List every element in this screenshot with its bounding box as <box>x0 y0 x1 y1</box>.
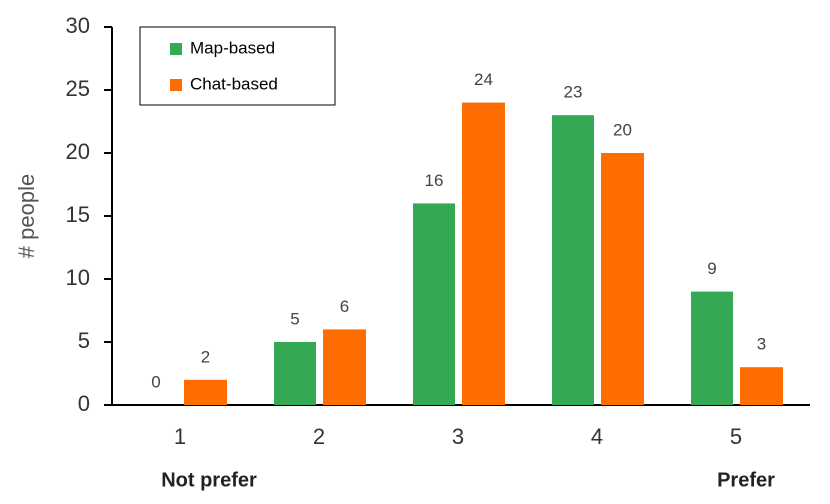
y-tick-label: 5 <box>78 328 90 353</box>
y-tick-label: 10 <box>66 265 90 290</box>
value-label: 16 <box>425 171 444 190</box>
bar <box>601 153 644 405</box>
value-label: 23 <box>564 83 583 102</box>
x-tick-label: 4 <box>591 424 603 449</box>
annotation: Not prefer <box>161 469 257 491</box>
legend-swatch <box>170 79 182 91</box>
value-label: 6 <box>340 297 349 316</box>
value-label: 9 <box>707 259 716 278</box>
y-tick-label: 30 <box>66 13 90 38</box>
bar <box>740 367 783 405</box>
value-label: 20 <box>613 120 632 139</box>
value-label: 3 <box>757 335 766 354</box>
x-tick-label: 5 <box>730 424 742 449</box>
bar <box>691 291 733 405</box>
x-tick-label: 1 <box>174 424 186 449</box>
x-tick-label: 3 <box>452 424 464 449</box>
value-label: 5 <box>290 309 299 328</box>
y-tick-label: 20 <box>66 139 90 164</box>
legend-box <box>139 26 336 106</box>
bar <box>413 203 455 405</box>
y-tick-label: 15 <box>66 202 90 227</box>
bar <box>462 102 505 405</box>
legend-label: Chat-based <box>190 74 278 93</box>
value-label: 2 <box>201 347 210 366</box>
bar <box>323 329 366 405</box>
bar <box>274 342 316 405</box>
legend-swatch <box>170 43 182 55</box>
y-tick-label: 25 <box>66 76 90 101</box>
bar <box>552 115 594 405</box>
legend-label: Map-based <box>190 38 275 57</box>
value-label: 0 <box>151 372 160 391</box>
bar <box>184 379 227 405</box>
y-tick-label: 0 <box>78 391 90 416</box>
x-tick-label: 2 <box>313 424 325 449</box>
y-axis-label: # people <box>14 174 39 258</box>
annotation: Prefer <box>717 469 775 491</box>
value-label: 24 <box>474 70 493 89</box>
